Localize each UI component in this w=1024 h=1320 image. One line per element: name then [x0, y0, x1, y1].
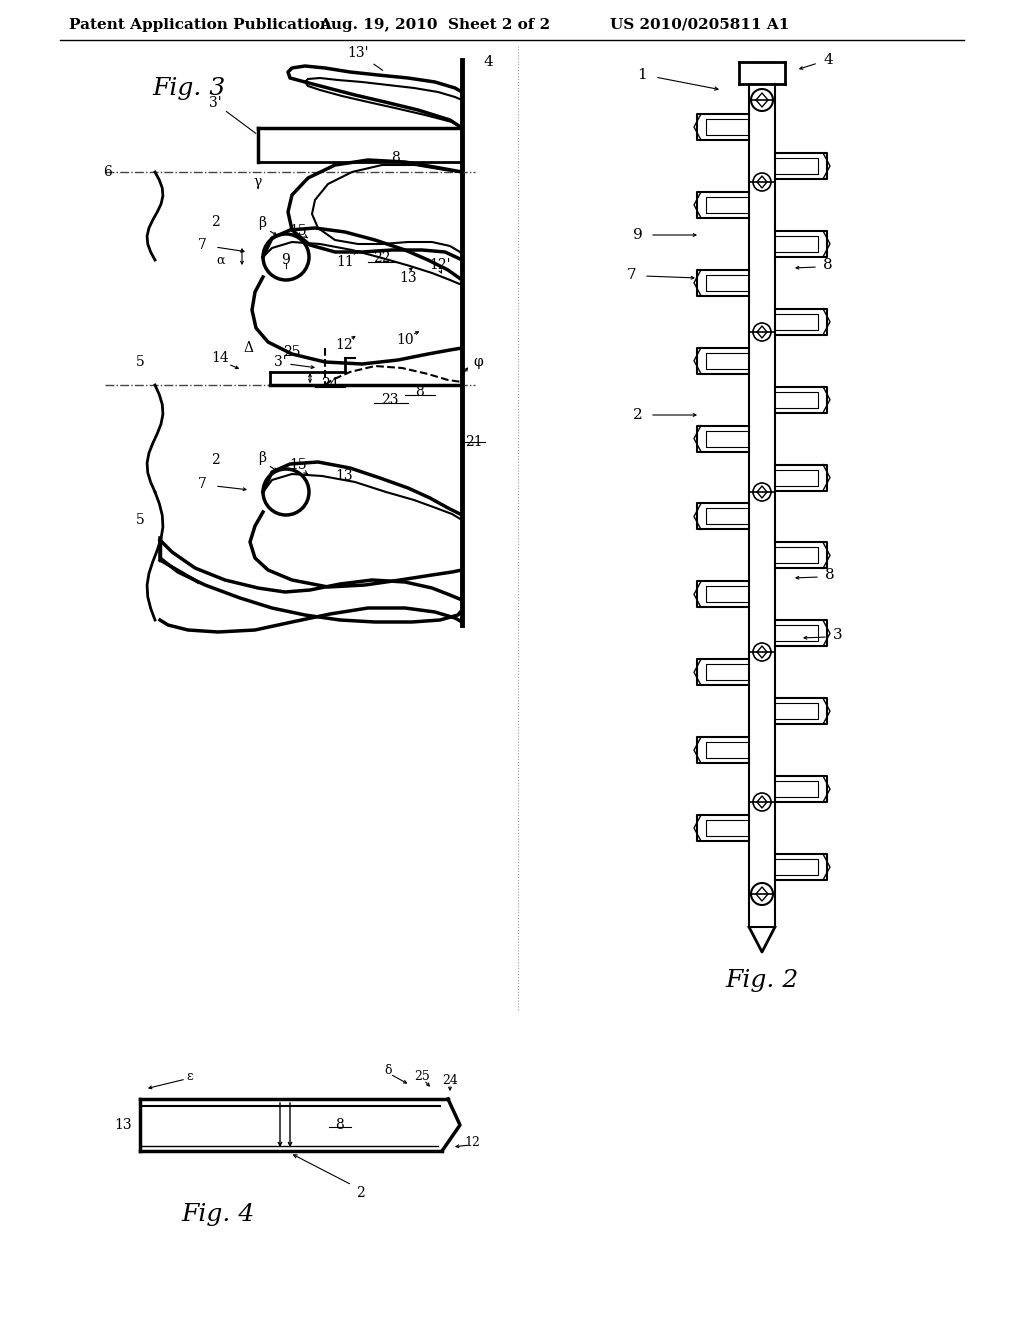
Text: 11: 11 — [336, 255, 354, 269]
Text: 24: 24 — [442, 1074, 458, 1088]
Text: Fig. 3: Fig. 3 — [152, 77, 225, 99]
Text: 7: 7 — [198, 238, 207, 252]
Text: 6: 6 — [103, 165, 112, 180]
Text: 12: 12 — [335, 338, 353, 352]
Text: 22: 22 — [374, 251, 391, 265]
Text: 9: 9 — [282, 253, 291, 267]
Text: Δ: Δ — [243, 341, 253, 355]
Text: 13': 13' — [347, 46, 383, 70]
Text: 8: 8 — [825, 568, 835, 582]
Text: 2: 2 — [211, 453, 219, 467]
Text: β: β — [258, 216, 266, 230]
Text: δ: δ — [384, 1064, 392, 1077]
Text: β: β — [258, 451, 266, 465]
Text: 5: 5 — [135, 513, 144, 527]
Text: 13: 13 — [115, 1118, 132, 1133]
Text: 2: 2 — [211, 215, 219, 228]
Text: 12': 12' — [429, 257, 451, 272]
Text: 25: 25 — [284, 345, 301, 359]
Text: 8: 8 — [823, 257, 833, 272]
Text: γ: γ — [254, 176, 262, 189]
Text: α: α — [216, 253, 225, 267]
Text: 4: 4 — [823, 53, 833, 67]
Text: 13: 13 — [335, 469, 353, 483]
Text: 13: 13 — [399, 271, 417, 285]
Text: 8: 8 — [336, 1118, 344, 1133]
Text: 14: 14 — [211, 351, 229, 366]
Text: Aug. 19, 2010  Sheet 2 of 2: Aug. 19, 2010 Sheet 2 of 2 — [319, 18, 551, 32]
Text: 12: 12 — [464, 1137, 480, 1150]
Text: 23: 23 — [381, 393, 398, 407]
Text: Patent Application Publication: Patent Application Publication — [69, 18, 331, 32]
Text: 1: 1 — [637, 69, 647, 82]
Text: ε: ε — [186, 1071, 194, 1084]
Text: 15: 15 — [289, 224, 307, 238]
Text: 2: 2 — [633, 408, 643, 422]
Text: 15: 15 — [289, 458, 307, 473]
Text: 4: 4 — [483, 55, 493, 69]
Text: Fig. 2: Fig. 2 — [725, 969, 799, 991]
Text: Fig. 4: Fig. 4 — [181, 1204, 255, 1226]
Text: 3': 3' — [273, 355, 287, 370]
Text: 10: 10 — [396, 333, 414, 347]
Text: 5: 5 — [135, 355, 144, 370]
Text: 8: 8 — [390, 150, 399, 165]
Text: US 2010/0205811 A1: US 2010/0205811 A1 — [610, 18, 790, 32]
Text: 2: 2 — [355, 1185, 365, 1200]
Text: 24: 24 — [322, 378, 339, 391]
Text: 25: 25 — [414, 1071, 430, 1084]
Text: 8: 8 — [416, 385, 424, 399]
Text: φ: φ — [473, 355, 483, 370]
Text: 7: 7 — [627, 268, 637, 282]
Text: 21: 21 — [465, 436, 482, 449]
Text: 9: 9 — [633, 228, 643, 242]
Text: 3': 3' — [209, 96, 256, 133]
Text: 7: 7 — [198, 477, 207, 491]
Text: 3: 3 — [834, 628, 843, 642]
